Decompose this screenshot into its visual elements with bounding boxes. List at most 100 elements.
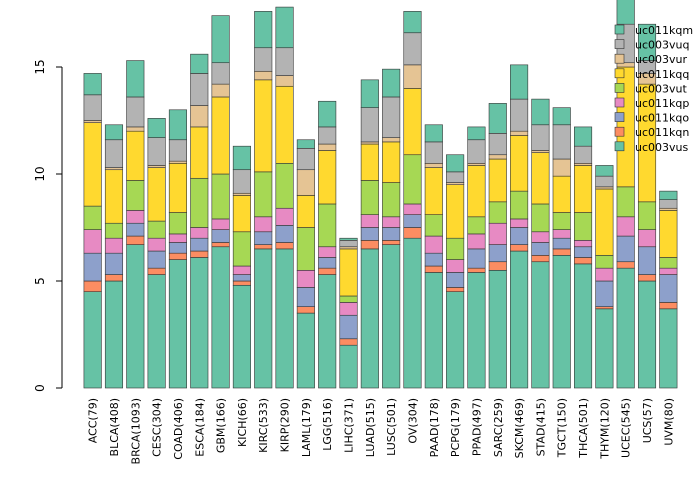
bar-segment-uc011kqp-21 — [531, 261, 550, 389]
bar-segment-uc011kqq-5 — [190, 227, 209, 239]
bar-segment-uc011kqo-16 — [424, 252, 443, 267]
bar-segment-uc003vur-6 — [211, 83, 230, 98]
bar-segment-uc011kqn-14 — [382, 240, 401, 245]
bar-segment-uc003vuq-8 — [254, 47, 273, 72]
bar-segment-uc003vut-5 — [190, 177, 209, 228]
bar-segment-uc011kqq-11 — [318, 150, 337, 205]
bar-segment-uc003vut-16 — [424, 214, 443, 237]
bar-segment-uc011kqq-3 — [147, 237, 166, 252]
legend-swatch — [614, 97, 625, 108]
y-tick-label: 10 — [33, 166, 47, 181]
bar-segment-uc011kqn-19 — [488, 261, 507, 271]
bar-segment-uc003vuq-0 — [83, 94, 102, 121]
bar-segment-uc011kqp-6 — [211, 246, 230, 389]
bar-segment-uc011kqn-2 — [126, 235, 145, 245]
bar-segment-uc011kqm-15 — [403, 11, 422, 34]
x-tick-label: COAD(406) — [172, 398, 185, 460]
bar-segment-uc011kqp-0 — [83, 291, 102, 389]
bar-segment-uc003vuq-24 — [595, 175, 614, 188]
bar-segment-uc011kqq-22 — [552, 229, 571, 239]
bar-segment-uc011kqq-20 — [510, 135, 529, 192]
bar-segment-uc011kqn-11 — [318, 267, 337, 275]
bar-segment-uc003vur-19 — [488, 154, 507, 160]
bar-segment-uc011kqo-27 — [659, 274, 678, 303]
bar-segment-uc011kqq-24 — [595, 267, 614, 282]
bar-segment-uc011kqq-21 — [531, 231, 550, 243]
bar-segment-uc003vur-13 — [360, 141, 379, 145]
bar-segment-uc011kqn-1 — [104, 274, 124, 282]
bar-segment-uc011kqm-27 — [659, 190, 678, 200]
legend-swatch — [614, 24, 625, 35]
bar-segment-uc003vut-21 — [531, 203, 550, 233]
bar-segment-uc011kqp-12 — [339, 344, 358, 389]
bar-segment-uc011kqp-14 — [382, 244, 401, 389]
x-tick-label: PCPG(179) — [449, 398, 462, 457]
bar-segment-uc011kqo-8 — [254, 231, 273, 245]
bar-segment-uc003vuq-11 — [318, 126, 337, 145]
bar-segment-uc011kqq-4 — [168, 233, 187, 243]
bar-segment-uc011kqn-10 — [296, 306, 315, 314]
bar-segment-uc011kqp-1 — [104, 280, 124, 389]
bar-segment-uc011kqo-26 — [637, 246, 657, 275]
bar-segment-uc011kqq-16 — [424, 167, 443, 215]
bar-segment-uc011kqp-4 — [168, 259, 187, 389]
x-tick-label: LAML(179) — [300, 398, 313, 457]
bar-segment-uc011kqn-12 — [339, 338, 358, 346]
x-tick-label: UCEC(545) — [620, 398, 633, 458]
bar-segment-uc003vuq-15 — [403, 32, 422, 66]
bar-segment-uc011kqn-0 — [83, 280, 102, 292]
bar-segment-uc003vur-9 — [275, 75, 294, 87]
bar-segment-uc011kqq-24 — [595, 188, 614, 256]
legend-label: uc011kqm — [635, 24, 693, 37]
bar-segment-uc003vur-22 — [552, 158, 571, 177]
bar-segment-uc003vuq-12 — [339, 240, 358, 248]
bar-segment-uc011kqm-5 — [190, 53, 209, 74]
bar-segment-uc003vuq-20 — [510, 98, 529, 132]
bar-segment-uc011kqn-25 — [616, 261, 635, 269]
bar-segment-uc011kqn-27 — [659, 302, 678, 310]
bar-segment-uc011kqq-13 — [360, 214, 379, 228]
bar-segment-uc003vut-27 — [659, 257, 678, 269]
bar-segment-uc011kqn-3 — [147, 267, 166, 275]
bar-segment-uc011kqq-20 — [510, 218, 529, 228]
bar-segment-uc011kqq-19 — [488, 222, 507, 245]
legend-label: uc003vus — [635, 141, 688, 154]
bar-segment-uc011kqq-0 — [83, 229, 102, 254]
x-tick-label: STAD(415) — [534, 398, 547, 456]
bar-segment-uc011kqm-26 — [637, 23, 657, 61]
bar-segment-uc011kqp-2 — [126, 244, 145, 389]
legend-label: uc011kqn — [635, 126, 689, 139]
bar-segment-uc011kqq-14 — [382, 216, 401, 228]
bar-segment-uc011kqq-9 — [275, 207, 294, 226]
bar-segment-uc011kqn-6 — [211, 242, 230, 248]
bar-segment-uc003vur-15 — [403, 64, 422, 89]
bar-segment-uc011kqq-2 — [126, 210, 145, 224]
bar-segment-uc011kqn-26 — [637, 274, 657, 282]
legend-label: uc003vut — [635, 82, 687, 95]
bar-segment-uc011kqp-25 — [616, 267, 635, 389]
x-tick-label: LUAD(515) — [364, 398, 377, 457]
bar-segment-uc011kqm-9 — [275, 6, 294, 49]
bar-segment-uc003vut-12 — [339, 295, 358, 303]
legend-swatch — [614, 68, 625, 79]
x-tick-label: GBM(166) — [215, 398, 228, 453]
bar-segment-uc003vuq-16 — [424, 141, 443, 164]
bar-segment-uc011kqo-3 — [147, 250, 166, 269]
bar-segment-uc011kqq-26 — [637, 229, 657, 248]
legend-label: uc003vuq — [635, 39, 689, 52]
bar-segment-uc011kqm-0 — [83, 73, 102, 96]
bar-segment-uc011kqo-1 — [104, 252, 124, 275]
bar-segment-uc011kqp-19 — [488, 269, 507, 389]
bar-segment-uc011kqn-23 — [574, 257, 593, 265]
x-tick-label: KIRP(290) — [279, 398, 292, 452]
bar-segment-uc003vut-6 — [211, 173, 230, 220]
bar-segment-uc003vut-4 — [168, 212, 187, 235]
bar-segment-uc011kqp-27 — [659, 308, 678, 389]
bar-segment-uc003vuq-6 — [211, 62, 230, 85]
bar-segment-uc011kqm-13 — [360, 79, 379, 108]
bar-segment-uc011kqq-7 — [232, 265, 251, 275]
bar-segment-uc011kqn-20 — [510, 244, 529, 252]
bar-segment-uc011kqo-4 — [168, 242, 187, 254]
bar-segment-uc011kqq-10 — [296, 195, 315, 228]
bar-segment-uc011kqq-1 — [104, 237, 124, 254]
